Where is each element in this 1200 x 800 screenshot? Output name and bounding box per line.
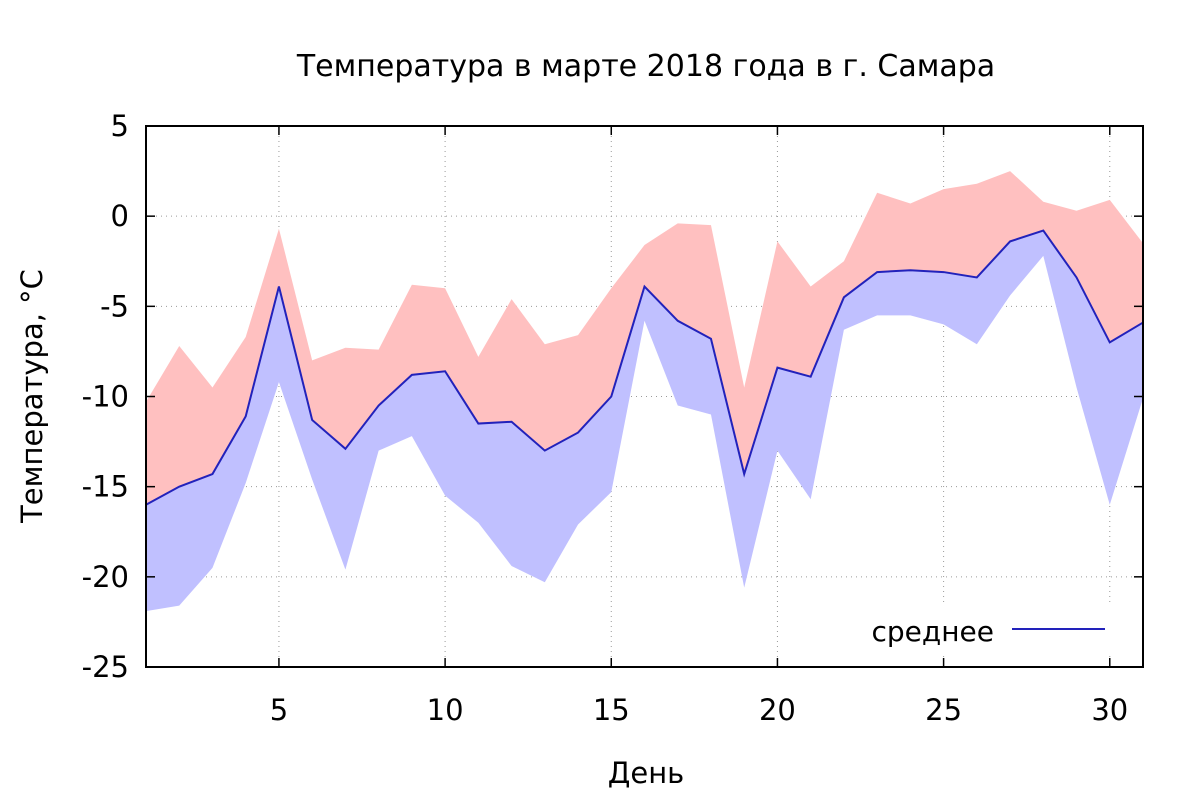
y-axis-label: Температура, °C xyxy=(15,269,49,524)
legend-label: среднее xyxy=(871,615,994,648)
x-tick-label: 20 xyxy=(759,693,796,727)
lower-band-area xyxy=(146,230,1143,612)
upper-band-area xyxy=(146,171,1143,505)
legend-background xyxy=(855,606,1127,656)
y-tick-label: -15 xyxy=(82,470,129,504)
x-axis-ticks: 5 10 15 20 25 30 xyxy=(270,126,1128,727)
x-tick-label: 30 xyxy=(1091,693,1128,727)
y-tick-label: -10 xyxy=(82,380,129,414)
y-tick-label: -5 xyxy=(100,289,129,323)
y-axis-ticks: -25 -20 -15 -10 -5 0 5 xyxy=(82,109,1143,684)
y-tick-label: 5 xyxy=(111,109,129,143)
mean-line xyxy=(145,229,1144,506)
chart-title: Температура в марте 2018 года в г. Самар… xyxy=(296,49,995,84)
mean-series-line xyxy=(145,229,1144,506)
x-axis-label: День xyxy=(608,756,685,790)
x-tick-label: 10 xyxy=(427,693,464,727)
x-tick-label: 15 xyxy=(593,693,630,727)
x-tick-label: 5 xyxy=(270,693,288,727)
legend: среднее xyxy=(855,606,1127,656)
y-tick-label: -20 xyxy=(82,560,129,594)
y-tick-label: 0 xyxy=(111,199,129,233)
y-tick-label: -25 xyxy=(82,650,129,684)
band-areas xyxy=(146,171,1143,612)
x-tick-label: 25 xyxy=(925,693,962,727)
